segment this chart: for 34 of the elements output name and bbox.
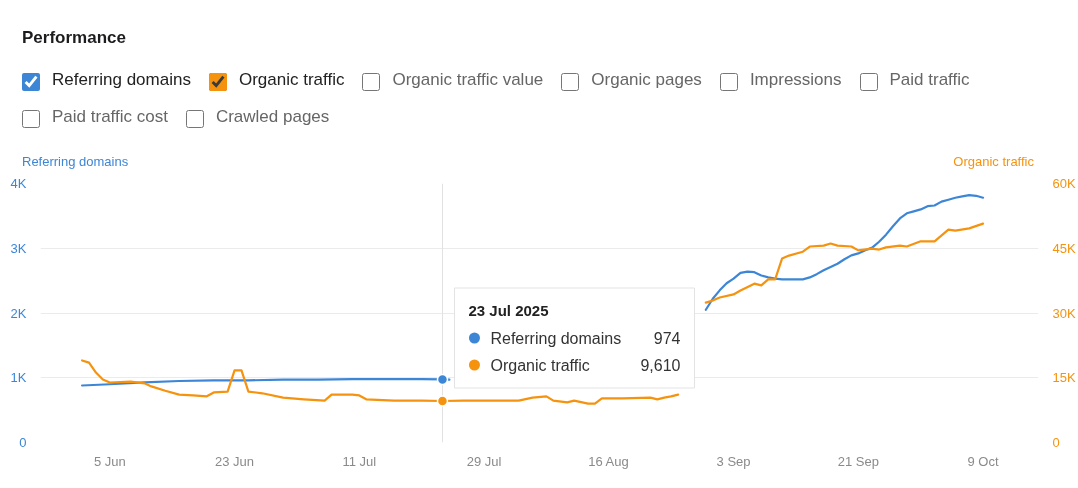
y2-tick-label: 45K xyxy=(1052,240,1076,256)
chart-title: Performance xyxy=(22,27,126,49)
x-tick-label: 11 Jul xyxy=(342,453,377,469)
annotation: 974 xyxy=(653,329,681,347)
text: Organic traffic value xyxy=(392,70,544,91)
legend-label: Organic traffic xyxy=(490,356,590,374)
y2-tick-label: 30K xyxy=(1052,305,1076,321)
annotation: 23 Jul 2025 xyxy=(468,301,549,319)
text: Crawled pages xyxy=(215,107,330,128)
x-tick-label: 9 Oct xyxy=(967,453,999,469)
y2-tick-label: 0 xyxy=(1052,434,1060,450)
text: Referring domains xyxy=(52,70,191,90)
x-tick-label: 3 Sep xyxy=(716,453,751,469)
y2-tick-label: 15K xyxy=(1052,370,1076,386)
text: Organic traffic xyxy=(238,70,345,90)
y2-axis-title: Organic traffic xyxy=(953,153,1034,172)
x-tick-label: 23 Jun xyxy=(215,453,255,469)
x-tick-label: 21 Sep xyxy=(837,453,879,469)
y-tick-label: 0 xyxy=(19,434,27,450)
text: Organic pages xyxy=(591,70,702,91)
x-tick-label: 16 Aug xyxy=(588,453,629,469)
text: Impressions xyxy=(749,70,842,91)
x-tick-label: 5 Jun xyxy=(93,453,126,469)
y-axis-title: Referring domains xyxy=(22,153,129,172)
y2-tick-label: 60K xyxy=(1052,175,1076,191)
text: Paid traffic cost xyxy=(52,107,168,128)
y-tick-label: 1K xyxy=(10,370,27,386)
y-tick-label: 2K xyxy=(10,305,27,321)
text: Paid traffic xyxy=(889,70,970,91)
y-tick-label: 3K xyxy=(10,240,27,256)
legend-label: Referring domains xyxy=(490,329,622,347)
y-tick-label: 4K xyxy=(10,175,27,191)
annotation: 9,610 xyxy=(640,356,681,374)
x-tick-label: 29 Jul xyxy=(466,453,502,469)
